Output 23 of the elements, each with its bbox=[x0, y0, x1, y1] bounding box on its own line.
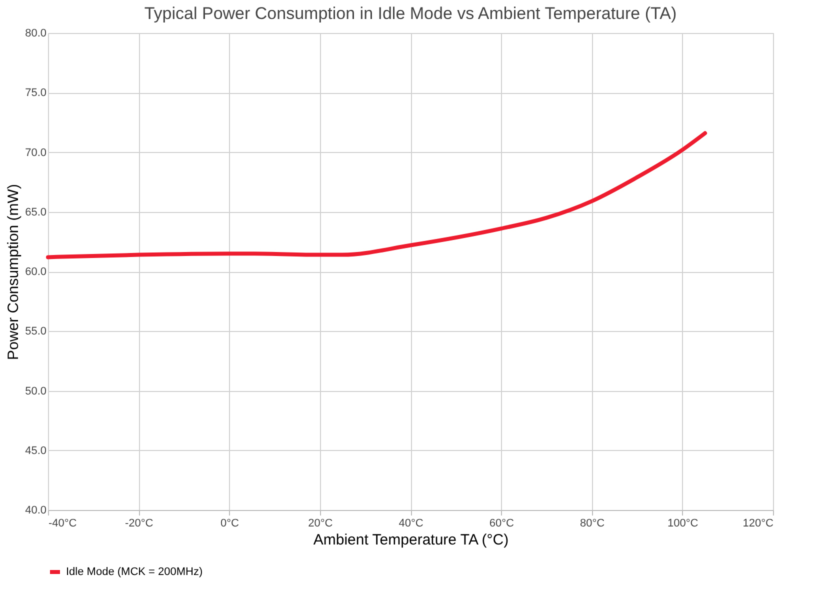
x-tick-label: 80°C bbox=[580, 518, 605, 530]
x-tick-label: 60°C bbox=[489, 518, 514, 530]
y-tick-label: 55.0 bbox=[25, 326, 46, 338]
y-tick-label: 80.0 bbox=[25, 28, 46, 40]
y-tick-label: 50.0 bbox=[25, 385, 46, 398]
x-tick-label: 0°C bbox=[220, 518, 240, 530]
line-series bbox=[46, 131, 708, 260]
legend-label: Idle Mode (MCK = 200MHz) bbox=[66, 566, 203, 578]
y-tick-label: 70.0 bbox=[25, 146, 46, 159]
x-tick-label: 40°C bbox=[398, 518, 424, 530]
x-axis-title: Ambient Temperature TA (°C) bbox=[313, 532, 509, 548]
y-tick-label: 65.0 bbox=[25, 206, 46, 218]
y-tick-label: 75.0 bbox=[25, 87, 46, 100]
y-axis-title: Power Consumption (mW) bbox=[5, 184, 22, 360]
x-tick-label: 20°C bbox=[308, 518, 333, 530]
y-tick-label: 60.0 bbox=[25, 266, 46, 278]
chart-title: Typical Power Consumption in Idle Mode vs Ambient Temperature (TA) bbox=[144, 4, 677, 23]
x-tick-label: -20°C bbox=[125, 518, 154, 530]
y-tick-label: 45.0 bbox=[25, 444, 46, 457]
y-tick-label: 40.0 bbox=[25, 504, 46, 516]
x-tick-label: 120°C bbox=[742, 518, 774, 530]
x-tick-label: -40°C bbox=[48, 518, 77, 530]
x-tick-label: 100°C bbox=[668, 518, 698, 530]
